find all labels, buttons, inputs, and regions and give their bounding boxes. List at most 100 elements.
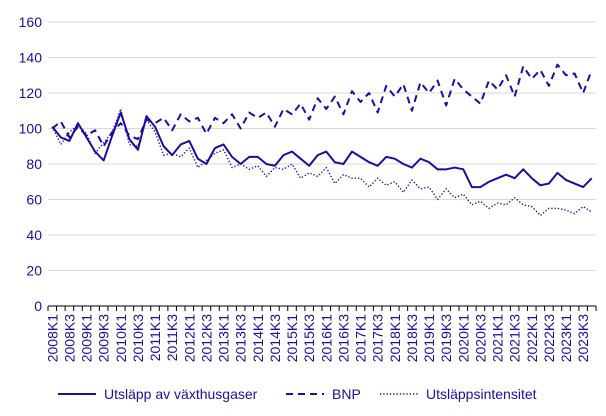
data-point: [420, 188, 421, 189]
data-point: [591, 211, 592, 212]
data-point: [334, 162, 335, 163]
data-point: [454, 78, 455, 79]
data-point: [77, 123, 78, 124]
data-point: [463, 89, 464, 90]
data-point: [257, 117, 258, 118]
data-point: [360, 178, 361, 179]
data-point: [540, 69, 541, 70]
data-point: [231, 156, 232, 157]
data-point: [565, 210, 566, 211]
data-point: [300, 178, 301, 179]
data-point: [52, 126, 53, 127]
x-tick-label: 2014K1: [250, 314, 266, 362]
data-point: [77, 124, 78, 125]
data-point: [488, 80, 489, 81]
x-tick-label: 2013K3: [233, 314, 249, 362]
data-point: [120, 108, 121, 109]
x-tick-label: 2015K3: [301, 314, 317, 362]
data-point: [189, 147, 190, 148]
data-point: [189, 121, 190, 122]
data-point: [180, 156, 181, 157]
y-axis-tick-labels: 0 20 40 60 80 100 120 140 160: [19, 14, 43, 314]
data-point: [368, 186, 369, 187]
x-tick-label: 2013K1: [216, 314, 232, 362]
data-point: [274, 126, 275, 127]
data-point: [343, 114, 344, 115]
data-point: [583, 206, 584, 207]
data-point: [137, 139, 138, 140]
data-point: [326, 167, 327, 168]
data-point: [154, 131, 155, 132]
x-tick-label: 2021K3: [507, 314, 523, 362]
data-point: [574, 183, 575, 184]
x-axis: 2008K1 2008K3 2009K1 2009K3 2010K1 2010K3 2011…: [44, 306, 597, 362]
data-point: [283, 108, 284, 109]
y-tick-label: 160: [19, 14, 43, 30]
data-point: [488, 208, 489, 209]
series-line-emissions: [51, 111, 593, 189]
data-point: [368, 162, 369, 163]
x-tick-label: 2017K3: [370, 314, 386, 362]
x-tick-label: 2016K1: [318, 314, 334, 362]
data-point: [386, 156, 387, 157]
data-point: [428, 162, 429, 163]
data-point: [172, 153, 173, 154]
data-point: [565, 75, 566, 76]
x-tick-label: 2012K3: [198, 314, 214, 362]
data-point: [249, 156, 250, 157]
data-point: [463, 194, 464, 195]
data-point: [548, 183, 549, 184]
x-tick-label: 2015K1: [284, 314, 300, 362]
data-point: [386, 85, 387, 86]
data-point: [411, 167, 412, 168]
data-point: [94, 153, 95, 154]
data-point: [266, 112, 267, 113]
data-point: [146, 119, 147, 120]
data-point: [266, 163, 267, 164]
chart-gridlines: [48, 21, 596, 307]
x-tick-label: 2011K3: [164, 314, 180, 361]
data-point: [103, 142, 104, 143]
data-point: [583, 92, 584, 93]
x-tick-label: 2022K3: [541, 314, 557, 362]
data-point: [523, 169, 524, 170]
data-point: [505, 174, 506, 175]
data-point: [240, 128, 241, 129]
data-point: [163, 117, 164, 118]
data-point: [574, 73, 575, 74]
data-point: [180, 144, 181, 145]
data-point: [523, 66, 524, 67]
y-tick-label: 140: [19, 50, 43, 66]
data-point: [437, 199, 438, 200]
data-point: [197, 117, 198, 118]
data-point: [386, 185, 387, 186]
x-tick-label: 2010K3: [130, 314, 146, 362]
data-point: [428, 92, 429, 93]
data-point: [163, 146, 164, 147]
data-point: [446, 105, 447, 106]
data-point: [146, 115, 147, 116]
series-line-intensity: [51, 108, 593, 217]
data-point: [129, 135, 130, 136]
data-point: [454, 197, 455, 198]
data-point: [206, 163, 207, 164]
data-point: [60, 144, 61, 145]
data-point: [69, 131, 70, 132]
data-point: [351, 91, 352, 92]
data-point: [223, 123, 224, 124]
data-point: [274, 167, 275, 168]
data-point: [309, 165, 310, 166]
data-point: [172, 130, 173, 131]
data-point: [505, 75, 506, 76]
data-point: [300, 103, 301, 104]
data-point: [351, 151, 352, 152]
data-point: [574, 213, 575, 214]
y-tick-label: 80: [26, 156, 42, 172]
x-tick-label: 2008K1: [44, 314, 60, 362]
data-point: [446, 188, 447, 189]
data-point: [531, 178, 532, 179]
x-tick-label: 2008K3: [61, 314, 77, 362]
legend-label-emissions: Utsläpp av växthusgaser: [104, 386, 258, 402]
data-point: [368, 92, 369, 93]
